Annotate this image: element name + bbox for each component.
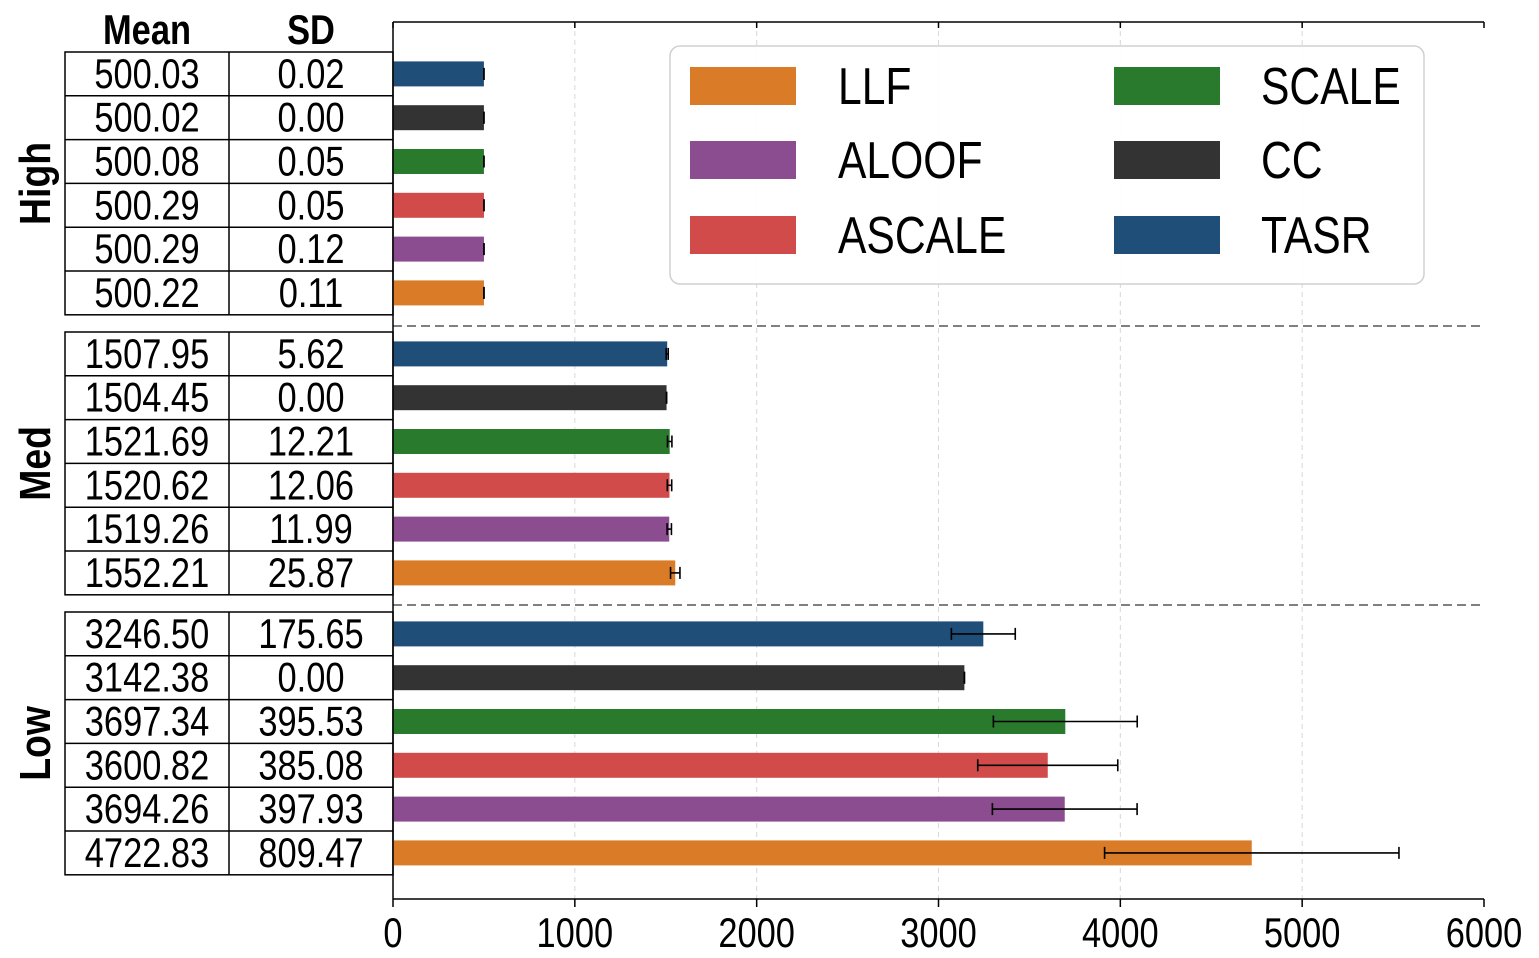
table-cell-sd: 0.05 [277,138,344,185]
table-header-mean: Mean [103,7,191,54]
table-cell-sd: 0.00 [277,375,344,422]
bar-high-ascale [393,192,484,218]
bar-low-tasr [393,621,984,647]
table-cell-mean: 1521.69 [85,418,209,465]
table-cell-sd: 12.21 [268,418,354,465]
bar-high-aloof [393,236,484,262]
legend-swatch-tasr [1114,216,1220,254]
bar-low-aloof [393,796,1065,822]
bar-med-llf [393,560,676,586]
bar-high-llf [393,280,484,306]
table-cell-sd: 395.53 [258,698,363,745]
table-cell-mean: 1507.95 [85,331,209,378]
legend-swatch-ascale [690,216,796,254]
table-cell-mean: 500.02 [94,95,199,142]
legend-swatch-cc [1114,141,1220,179]
legend-swatch-scale [1114,67,1220,105]
table-cell-sd: 0.00 [277,655,344,702]
x-tick-label: 1000 [537,910,614,957]
bar-high-scale [393,149,484,174]
table-cell-sd: 175.65 [258,611,363,658]
table-cell-mean: 1520.62 [85,462,209,509]
table-cell-sd: 25.87 [268,550,354,597]
table-cell-sd: 12.06 [268,462,354,509]
bar-high-cc [393,105,484,131]
bar-med-tasr [393,341,668,367]
table-cell-mean: 500.22 [94,270,199,317]
group-label-high: High [10,142,60,225]
legend-label-ascale: ASCALE [838,207,1006,265]
legend-box [669,45,1425,285]
bar-med-aloof [393,516,670,542]
table-header-sd: SD [287,7,335,54]
table-cell-sd: 0.11 [279,270,343,317]
table-cell-sd: 809.47 [258,830,363,877]
table-cell-mean: 500.29 [94,226,199,273]
bar-low-scale [393,709,1066,734]
table-cell-sd: 0.02 [277,51,344,98]
table-cell-mean: 1552.21 [85,550,209,597]
legend-swatch-aloof [690,141,796,179]
bar-med-ascale [393,472,670,498]
table-cell-sd: 0.12 [277,226,344,273]
x-tick-label: 6000 [1446,910,1523,957]
table-cell-mean: 500.08 [94,138,199,185]
table-cell-sd: 5.62 [277,331,344,378]
table-cell-mean: 1504.45 [85,375,209,422]
bar-med-scale [393,429,670,454]
table-cell-mean: 3697.34 [85,698,209,745]
table-cell-mean: 3246.50 [85,611,209,658]
table-cell-mean: 500.03 [94,51,199,98]
bar-med-cc [393,385,667,411]
legend-label-cc: CC [1261,132,1323,190]
bar-high-tasr [393,61,484,87]
table-cell-sd: 11.99 [269,506,353,553]
legend-swatch-llf [690,67,796,105]
table-cell-mean: 500.29 [94,182,199,229]
table-cell-sd: 397.93 [258,786,363,833]
legend-label-scale: SCALE [1261,58,1401,116]
legend-label-llf: LLF [838,58,911,116]
x-tick-label: 4000 [1082,910,1159,957]
x-tick-label: 0 [383,910,402,957]
table-cell-mean: 3142.38 [85,655,209,702]
table-cell-mean: 4722.83 [85,830,209,877]
table-cell-sd: 385.08 [258,742,363,789]
table-cell-mean: 1519.26 [85,506,209,553]
x-tick-label: 5000 [1264,910,1341,957]
x-tick-label: 2000 [718,910,795,957]
table-cell-mean: 3694.26 [85,786,209,833]
bar-low-cc [393,665,965,691]
legend-label-tasr: TASR [1261,207,1372,265]
table-cell-sd: 0.05 [277,182,344,229]
x-tick-label: 3000 [900,910,977,957]
table-cell-mean: 3600.82 [85,742,209,789]
legend-label-aloof: ALOOF [838,132,983,190]
group-label-med: Med [10,426,60,501]
group-label-low: Low [10,706,60,781]
table-cell-sd: 0.00 [277,95,344,142]
bar-low-ascale [393,752,1048,778]
